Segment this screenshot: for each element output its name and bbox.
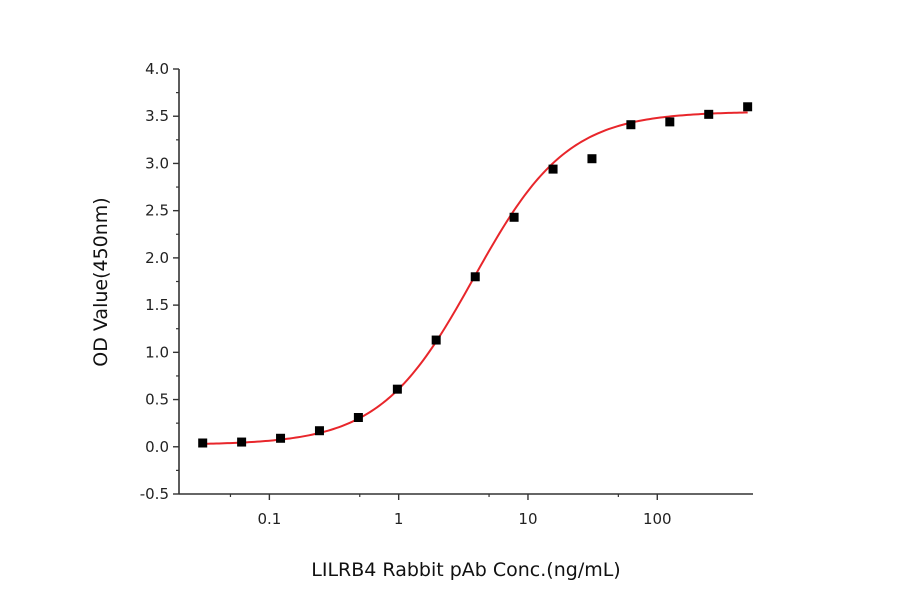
y-tick-label: 1.5 xyxy=(145,296,169,314)
data-point-marker xyxy=(276,433,286,443)
data-point-marker xyxy=(392,384,402,394)
data-point-marker xyxy=(431,335,441,345)
y-tick-label: 2.5 xyxy=(145,202,169,220)
y-tick-label: 3.5 xyxy=(145,107,169,125)
y-tick-label: 2.0 xyxy=(145,249,169,267)
x-tick-label: 10 xyxy=(518,510,537,528)
data-point-marker xyxy=(509,212,519,222)
data-point-marker xyxy=(704,109,714,119)
y-tick-label: 1.0 xyxy=(145,343,169,361)
data-point-marker xyxy=(470,272,480,282)
data-point-marker xyxy=(587,154,597,164)
x-tick-label: 0.1 xyxy=(257,510,281,528)
y-tick-label: -0.5 xyxy=(140,485,169,503)
data-point-marker xyxy=(314,426,324,436)
data-points xyxy=(198,102,753,448)
y-tick-label: 3.0 xyxy=(145,154,169,172)
y-tick-label: 0.5 xyxy=(145,391,169,409)
x-tick-label: 100 xyxy=(643,510,672,528)
x-axis-title: LILRB4 Rabbit pAb Conc.(ng/mL) xyxy=(311,559,620,581)
data-point-marker xyxy=(743,102,753,112)
y-tick-label: 4.0 xyxy=(145,60,169,78)
x-tick-label: 1 xyxy=(394,510,404,528)
data-point-marker xyxy=(237,437,247,447)
y-tick-label: 0.0 xyxy=(145,438,169,456)
data-point-marker xyxy=(198,438,208,448)
data-point-marker xyxy=(548,164,558,174)
data-point-marker xyxy=(665,117,675,127)
data-point-marker xyxy=(353,413,363,422)
axes: -0.5 0.0 0.5 1.0 1.5 2.0 2.5 3.0 3.5 4.0 0.1 1 10 100 xyxy=(140,60,753,528)
data-point-marker xyxy=(626,120,636,130)
y-axis-title: OD Value(450nm) xyxy=(90,197,112,366)
